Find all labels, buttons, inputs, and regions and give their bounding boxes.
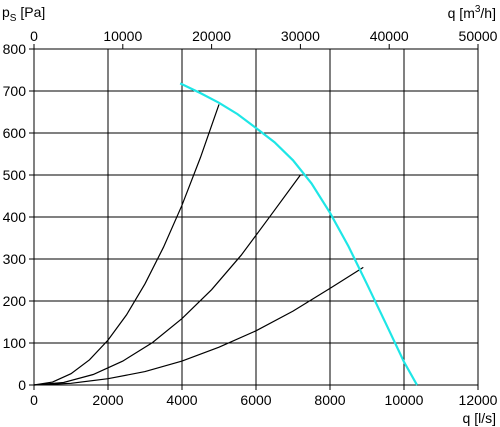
- y-axis-label-sub: S: [10, 13, 17, 24]
- x2-tick-label-1: 10000: [103, 28, 142, 44]
- y-tick-label-4: 400: [3, 209, 27, 225]
- system-curves: [33, 104, 364, 386]
- x2-axis-label-sup: 3: [475, 4, 481, 15]
- grid: [33, 48, 479, 386]
- x2-tick-label-5: 50000: [459, 28, 498, 44]
- y-tick-label-6: 600: [3, 125, 27, 141]
- x2-tick-label-3: 30000: [281, 28, 320, 44]
- y-axis-ticks: 0 100 200 300 400 500 600 700 800: [3, 41, 34, 393]
- x-tick-label-3: 6000: [240, 392, 271, 408]
- x-tick-label-0: 0: [30, 392, 38, 408]
- x2-axis-label-end: /h]: [480, 5, 496, 21]
- x-tick-label-1: 2000: [92, 392, 123, 408]
- system-curve-1: [33, 104, 220, 386]
- y-tick-label-2: 200: [3, 293, 27, 309]
- x2-axis-label: q [m3/h]: [448, 4, 496, 21]
- y-axis-label-base: p: [2, 4, 10, 20]
- fan-curve: [179, 82, 418, 386]
- y-tick-label-7: 700: [3, 83, 27, 99]
- y-axis-label: pS [Pa]: [2, 4, 45, 24]
- system-curve-2: [33, 174, 301, 386]
- y-tick-label-1: 100: [3, 335, 27, 351]
- x-tick-label-6: 12000: [459, 392, 498, 408]
- y-tick-label-3: 300: [3, 251, 27, 267]
- x2-axis-label-base: q [m: [448, 5, 475, 21]
- x2-tick-label-2: 20000: [192, 28, 231, 44]
- x2-tick-label-0: 0: [30, 28, 38, 44]
- y-tick-label-0: 0: [18, 377, 26, 393]
- y-tick-label-8: 800: [3, 41, 27, 57]
- x-tick-label-5: 10000: [385, 392, 424, 408]
- x-tick-label-2: 4000: [166, 392, 197, 408]
- y-axis-label-end: [Pa]: [16, 4, 45, 20]
- x2-axis-ticks: 0 10000 20000 30000 40000 50000: [30, 28, 498, 49]
- x-axis-ticks: 0 2000 4000 6000 8000 10000 12000: [30, 385, 498, 408]
- x-tick-label-4: 8000: [314, 392, 345, 408]
- x2-tick-label-4: 40000: [370, 28, 409, 44]
- x-axis-label: q [l/s]: [463, 410, 496, 426]
- system-curve-3: [33, 266, 364, 386]
- y-tick-label-5: 500: [3, 167, 27, 183]
